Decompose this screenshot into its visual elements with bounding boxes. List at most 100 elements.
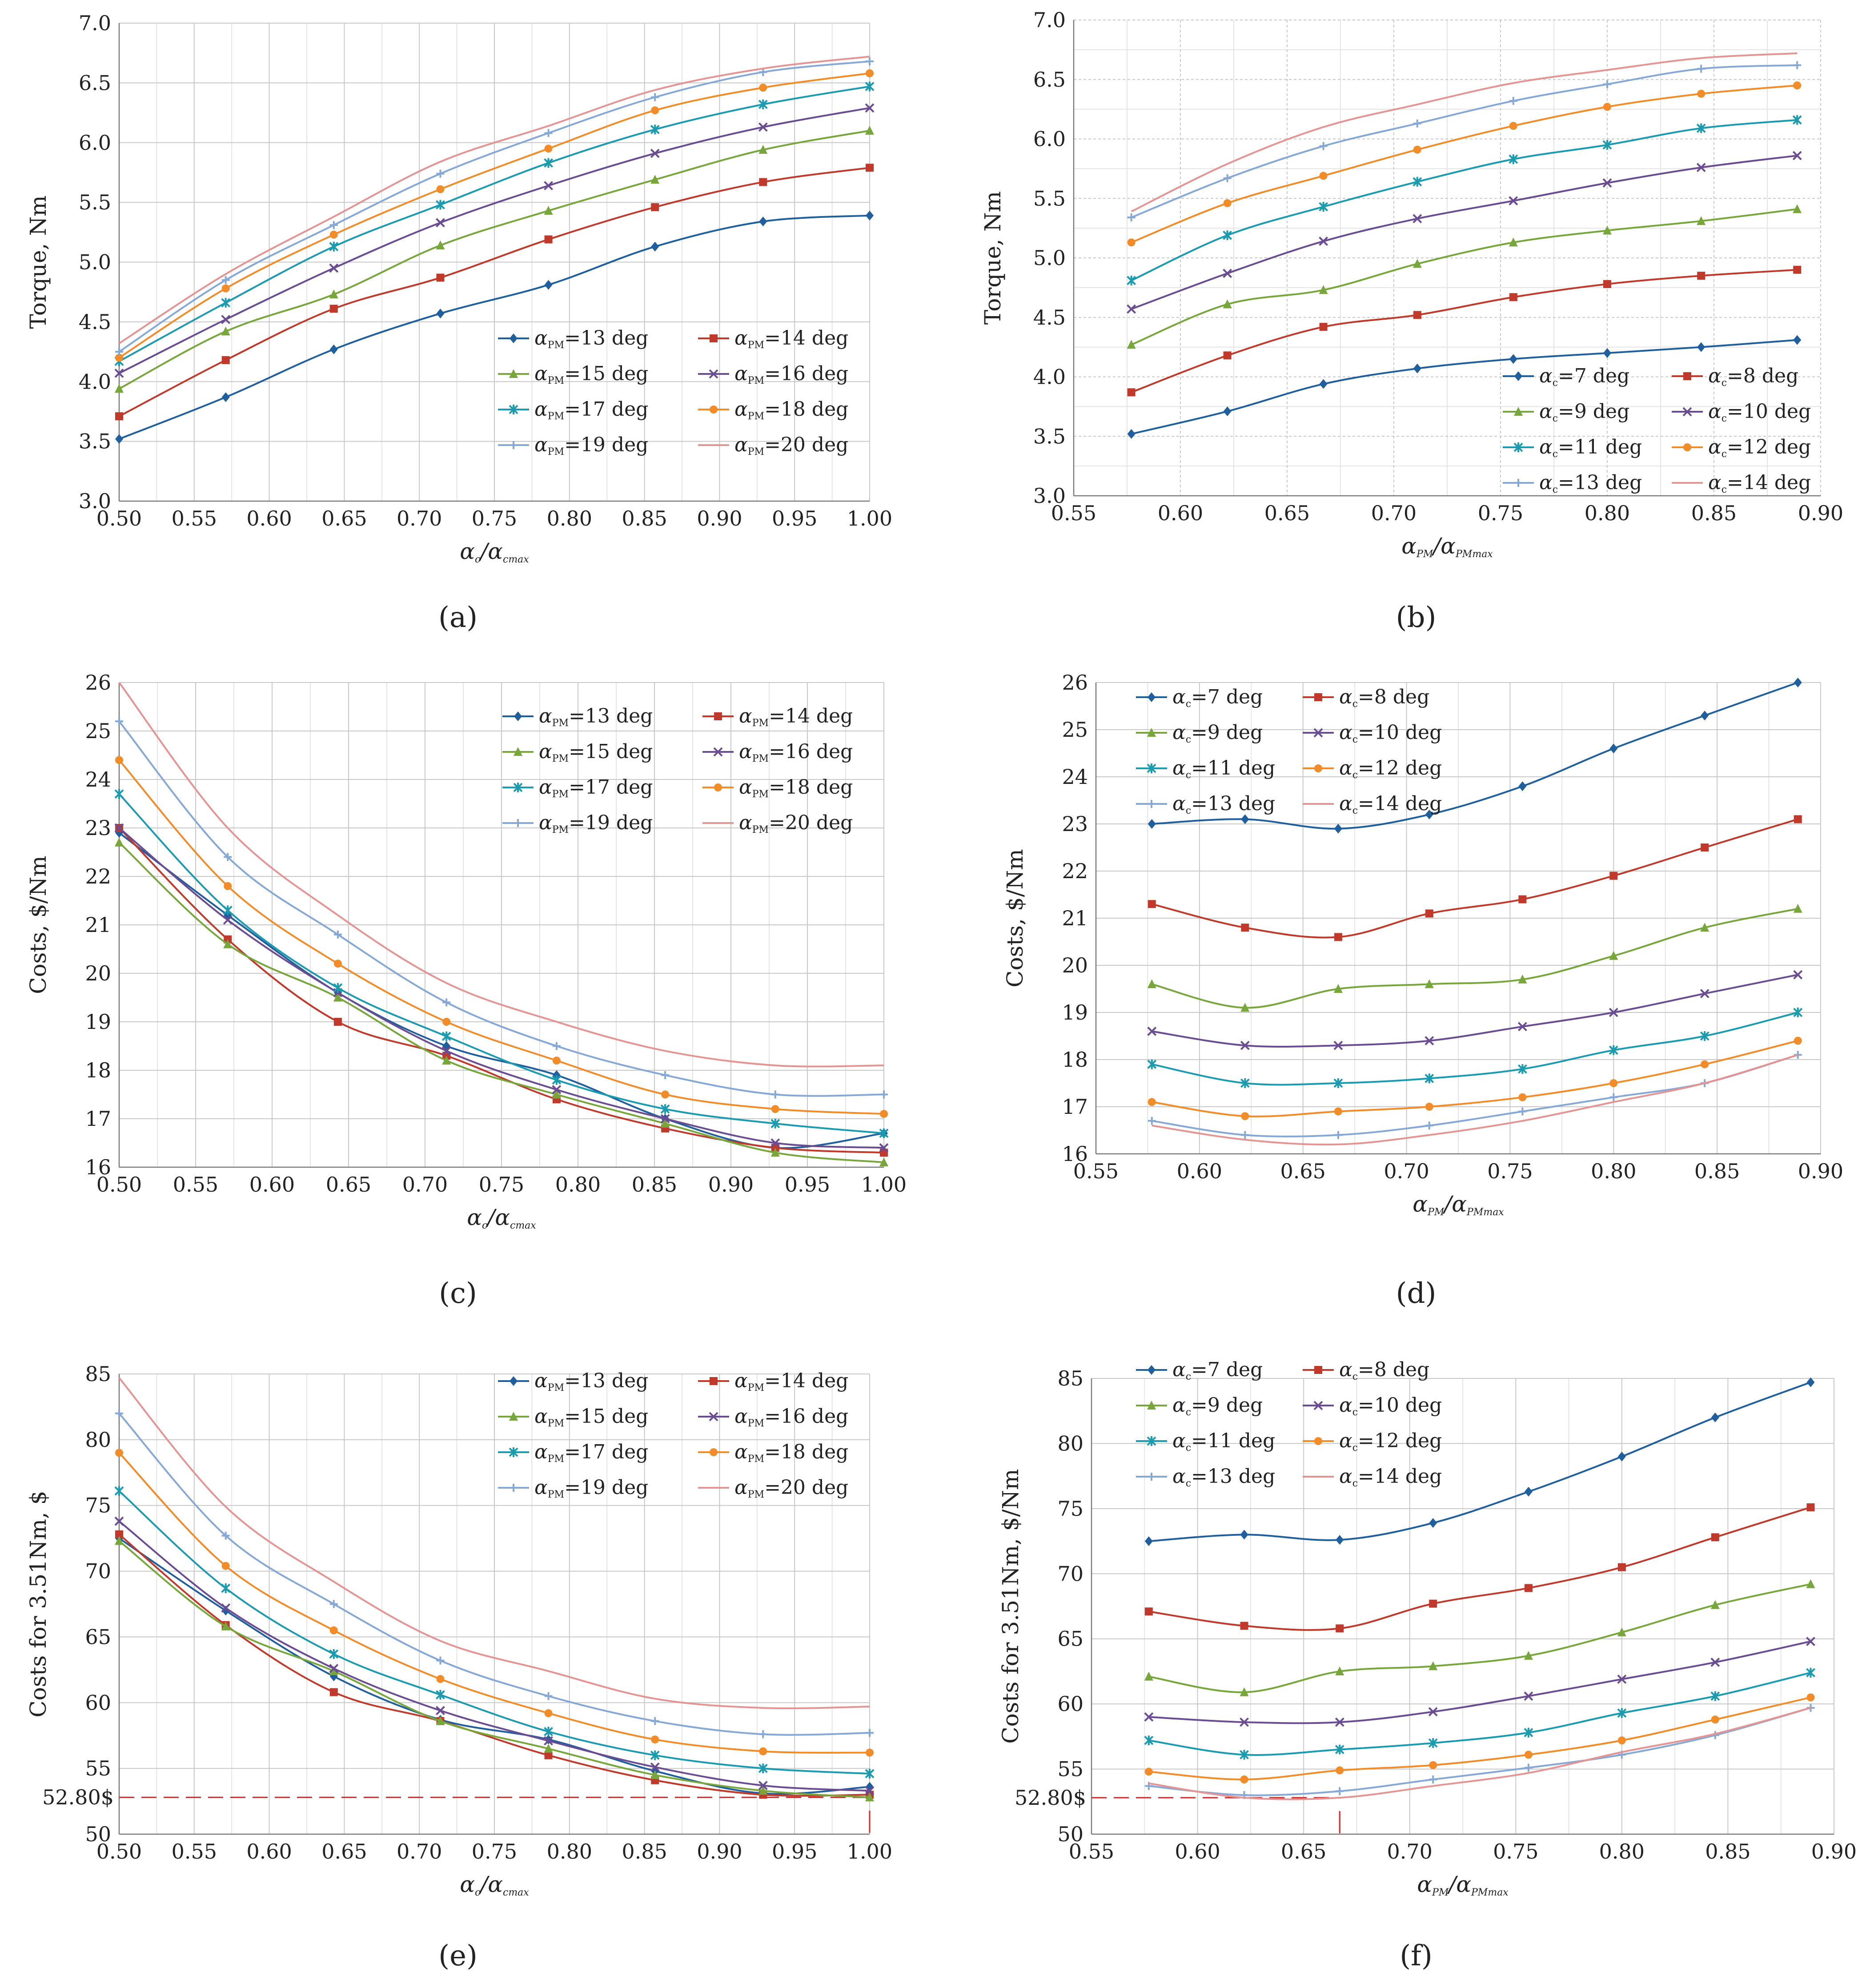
data-point	[1794, 678, 1802, 687]
legend-symbol: α	[539, 705, 552, 727]
series-6	[1148, 1036, 1802, 1121]
x-tick-label: 0.65	[1280, 1159, 1326, 1183]
data-point	[866, 1748, 874, 1757]
legend-symbol: α	[1539, 471, 1553, 494]
data-point	[758, 1786, 768, 1795]
data-point	[442, 1056, 451, 1065]
data-point	[1148, 819, 1156, 829]
chart-e: 0.50 0.55 0.60 0.65 0.70 0.75 0.80 0.85 0.90 0.95…	[25, 1362, 892, 1972]
legend-swatch-marker	[509, 1412, 518, 1421]
data-point	[1617, 1563, 1626, 1571]
legend-symbol: α	[534, 1441, 548, 1463]
legend-item: αPM=14 deg	[698, 327, 848, 351]
data-point	[329, 1688, 338, 1696]
data-point	[544, 129, 553, 137]
legend-value: =15 deg	[564, 1405, 648, 1428]
legend-symbol: α	[1708, 436, 1722, 458]
x-label-subscript: PM	[1416, 549, 1433, 560]
series-line	[1152, 818, 1798, 939]
data-point	[544, 158, 553, 168]
y-tick-label: 22	[1062, 859, 1088, 883]
data-point	[1792, 151, 1802, 161]
legend-swatch-marker	[1314, 1437, 1322, 1445]
data-point	[1241, 1112, 1249, 1121]
legend-item: αPM=20 deg	[698, 434, 848, 458]
data-point	[1617, 1451, 1626, 1462]
data-point	[1711, 1412, 1719, 1422]
x-tick-label: 0.90	[1811, 1839, 1857, 1863]
legend-swatch-marker	[713, 747, 723, 757]
x-tick-label: 0.70	[1384, 1159, 1429, 1183]
legend-swatch-marker	[714, 783, 722, 791]
series-2	[1127, 265, 1802, 397]
data-point	[758, 145, 768, 154]
legend-label: αc=10 deg	[1339, 1394, 1442, 1418]
series-8	[118, 1377, 870, 1709]
legend-subscript: c	[1186, 805, 1191, 816]
legend-subscript: PM	[548, 1418, 564, 1429]
data-point	[770, 1118, 780, 1129]
data-point	[1425, 1036, 1434, 1046]
data-point	[1336, 1766, 1344, 1775]
min-cost-label: 52.80$	[42, 1785, 114, 1809]
data-point	[759, 1730, 767, 1739]
data-point	[223, 915, 233, 925]
legend-value: =14 deg	[764, 327, 848, 349]
legend-swatch-marker	[709, 1412, 718, 1422]
legend-item: αPM=18 deg	[702, 776, 853, 800]
data-point	[1148, 1116, 1156, 1125]
data-point	[661, 1071, 670, 1079]
legend-label: αPM=19 deg	[539, 811, 653, 835]
series-5	[114, 1486, 875, 1779]
y-tick-label: 70	[85, 1559, 111, 1583]
series-line	[1148, 1707, 1811, 1796]
data-point	[650, 1762, 660, 1772]
legend-subscript: c	[1722, 413, 1727, 424]
x-label-separator: /α	[486, 1205, 510, 1230]
data-point	[1617, 1708, 1627, 1718]
x-tick-label: 1.00	[861, 1173, 907, 1197]
data-point	[758, 1763, 768, 1774]
legend-item: αPM=13 deg	[502, 705, 653, 729]
data-point	[1806, 1637, 1815, 1646]
data-point	[1700, 1031, 1709, 1041]
x-tick-label: 0.70	[402, 1173, 448, 1197]
data-point	[1319, 142, 1328, 150]
x-tick-label: 0.60	[249, 1173, 295, 1197]
data-point	[544, 205, 553, 215]
series-line	[118, 682, 884, 1068]
data-point	[441, 1046, 451, 1056]
y-tick-label: 3.0	[1033, 484, 1066, 508]
data-point	[1336, 1535, 1344, 1545]
data-point	[879, 1143, 889, 1153]
data-point	[1697, 216, 1706, 225]
legend-item: αc=14 deg	[1672, 471, 1811, 495]
series-line	[1131, 154, 1798, 310]
legend-value: =11 deg	[1191, 1430, 1275, 1452]
legend-swatch-marker	[1313, 1401, 1323, 1410]
legend-subscript: PM	[752, 824, 769, 835]
legend-swatch-marker	[514, 819, 522, 827]
legend-subscript: PM	[548, 1489, 564, 1500]
chart-f: 0.55 0.60 0.65 0.70 0.75 0.80 0.85 0.90 50 55 60 65…	[998, 1358, 1857, 1972]
x-tick-label: 0.65	[1264, 501, 1310, 525]
data-point	[651, 1717, 659, 1725]
legend-swatch-marker	[510, 1376, 518, 1386]
legend-symbol: α	[739, 705, 752, 727]
x-label-subscript: c	[475, 554, 480, 565]
data-point	[221, 326, 230, 336]
series-6	[115, 756, 888, 1118]
data-point	[1223, 406, 1232, 417]
legend-value: =16 deg	[764, 362, 848, 385]
series-line	[118, 827, 884, 1149]
data-point	[115, 1449, 123, 1457]
legend-label: αPM=16 deg	[739, 740, 853, 764]
data-point	[115, 434, 123, 444]
legend-swatch-marker	[710, 1448, 718, 1456]
legend-symbol: α	[734, 1441, 748, 1463]
legend-swatch-marker	[1148, 800, 1156, 808]
chart-e-minor-grid	[156, 1374, 833, 1834]
x-tick-label: 0.90	[697, 506, 742, 530]
series-line	[1152, 974, 1798, 1048]
legend-value: =10 deg	[1358, 1394, 1442, 1417]
